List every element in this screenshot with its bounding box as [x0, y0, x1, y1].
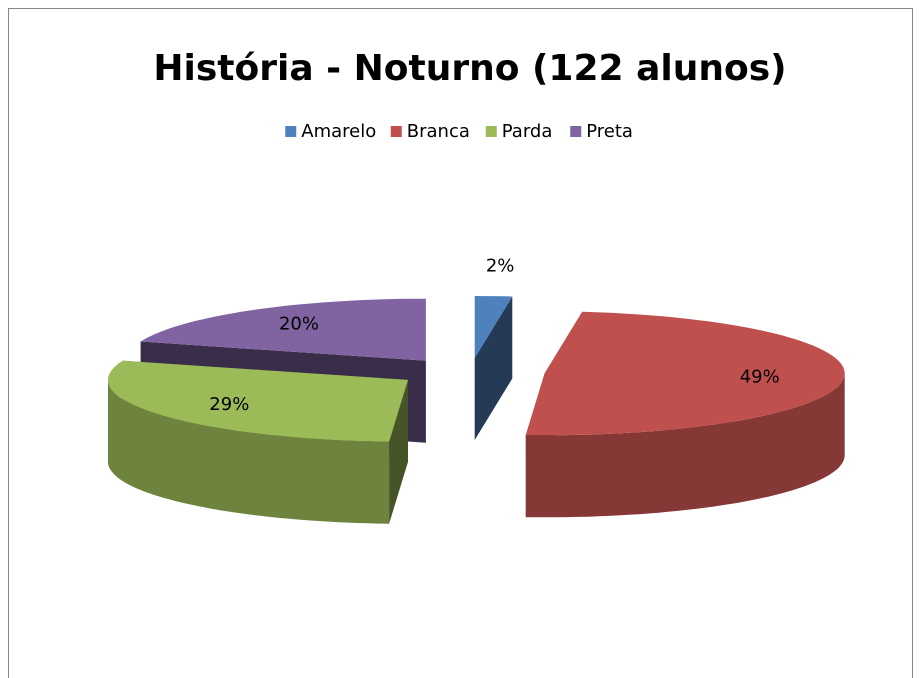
slice-wall	[525, 373, 845, 518]
legend-label: Preta	[586, 121, 633, 142]
legend-swatch	[390, 126, 402, 137]
slice-top	[474, 296, 513, 358]
data-label: 49%	[740, 367, 780, 388]
legend-swatch	[485, 126, 497, 137]
legend-swatch	[285, 126, 297, 137]
chart-title: História - Noturno (122 alunos)	[153, 48, 786, 89]
slice-wall	[108, 379, 390, 524]
data-label: 2%	[486, 255, 515, 276]
slice-top	[108, 360, 408, 442]
slice-top	[525, 311, 845, 436]
slice-top	[140, 298, 426, 361]
legend-label: Branca	[407, 121, 470, 142]
pie-slice	[474, 296, 513, 440]
legend-label: Parda	[502, 121, 553, 142]
slice-side	[474, 296, 513, 440]
data-label: 20%	[279, 314, 319, 335]
pie-slice	[525, 311, 845, 518]
pie-slice	[108, 360, 408, 524]
data-label: 29%	[209, 394, 249, 415]
legend-swatch	[570, 126, 582, 137]
legend-label: Amarelo	[301, 121, 376, 142]
